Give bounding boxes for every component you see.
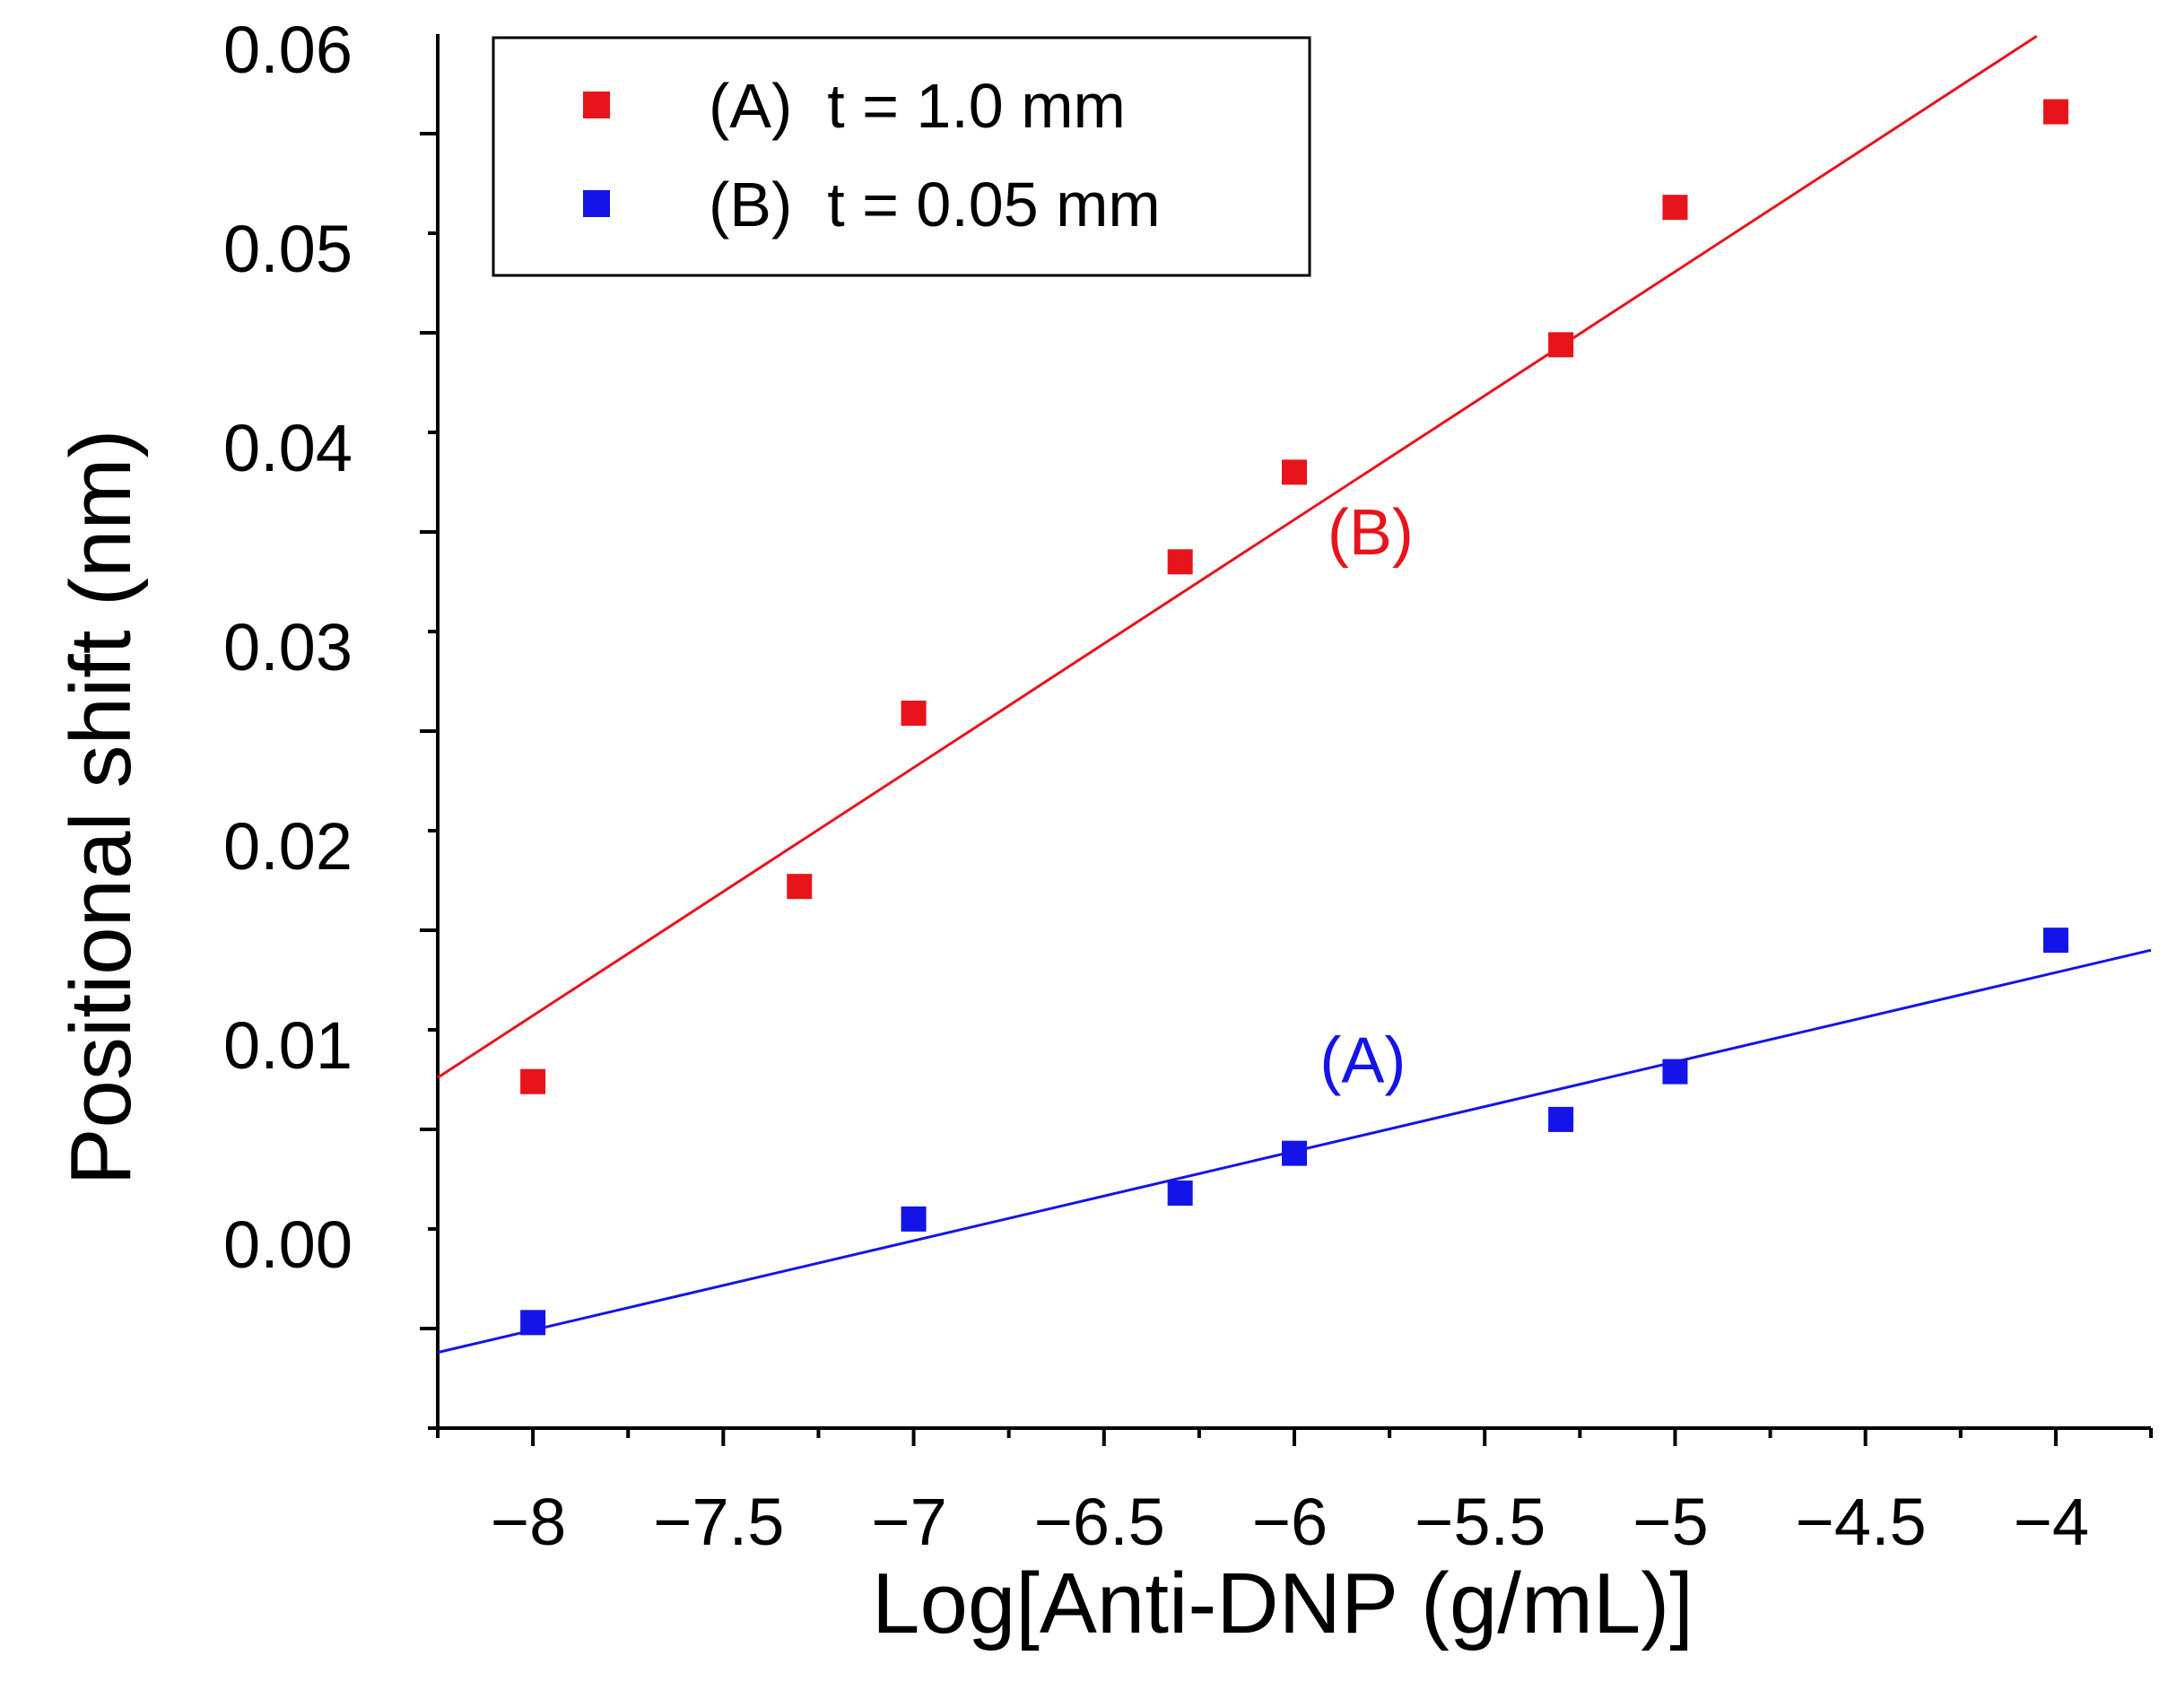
data-point-series-b [901,1206,927,1232]
legend-marker-series-b [583,190,610,217]
axes: 0.00 0.01 0.02 0.03 0.04 0.05 0.06 −8 −7.5 −7 −6.5… [223,13,2153,1559]
legend: (A) t = 1.0 mm (B) t = 0.05 mm [492,36,1311,277]
y-tick-label: 0.05 [223,212,353,286]
x-tick-label: −5 [1633,1485,1708,1559]
y-tick-label: 0.01 [223,1008,353,1083]
data-point-series-a [2042,99,2068,125]
x-tick-label: −7.5 [653,1485,784,1559]
y-tick-label: 0.06 [223,13,353,87]
x-tick-label: −4 [2014,1485,2089,1559]
data-point-series-a [520,1068,546,1094]
data-point-series-a [1662,195,1688,221]
y-axis-title: Positional shift (nm) [53,430,149,1186]
legend-box [492,36,1311,277]
data-point-series-a [787,874,813,900]
y-tick-label: 0.03 [223,610,353,684]
legend-marker-series-a [583,92,610,118]
fit-line-series-a [437,34,2038,1079]
data-point-series-a [1282,459,1307,485]
data-point-series-a [1548,332,1574,358]
data-point-series-a [1167,549,1193,575]
data-point-series-b [520,1310,546,1336]
x-tick-label: −6.5 [1034,1485,1165,1559]
data-point-series-b [1662,1059,1688,1085]
x-tick-label: −5.5 [1415,1485,1546,1559]
annotation-a-blue: (A) [1319,1024,1406,1096]
legend-label-series-a: (A) t = 1.0 mm [709,71,1126,141]
x-axis-title: Log[Anti-DNP (g/mL)] [872,1556,1694,1651]
data-point-series-b [2042,928,2068,954]
x-tick-label: −8 [491,1485,566,1559]
annotation-b-red: (B) [1328,497,1414,569]
x-tick-label: −4.5 [1796,1485,1927,1559]
data-point-series-b [1548,1106,1574,1132]
legend-label-series-b: (B) t = 0.05 mm [709,170,1161,240]
x-tick-label: −7 [871,1485,946,1559]
y-tick-label: 0.04 [223,411,353,485]
data-point-series-b [1282,1140,1307,1166]
data-point-series-a [901,701,927,727]
x-tick-label: −6 [1252,1485,1328,1559]
series-annotations: (B) (A) [1319,497,1413,1096]
y-tick-label: 0.02 [223,809,353,884]
data-points [520,99,2068,1336]
data-point-series-b [1167,1181,1193,1207]
y-tick-label: 0.00 [223,1207,353,1282]
